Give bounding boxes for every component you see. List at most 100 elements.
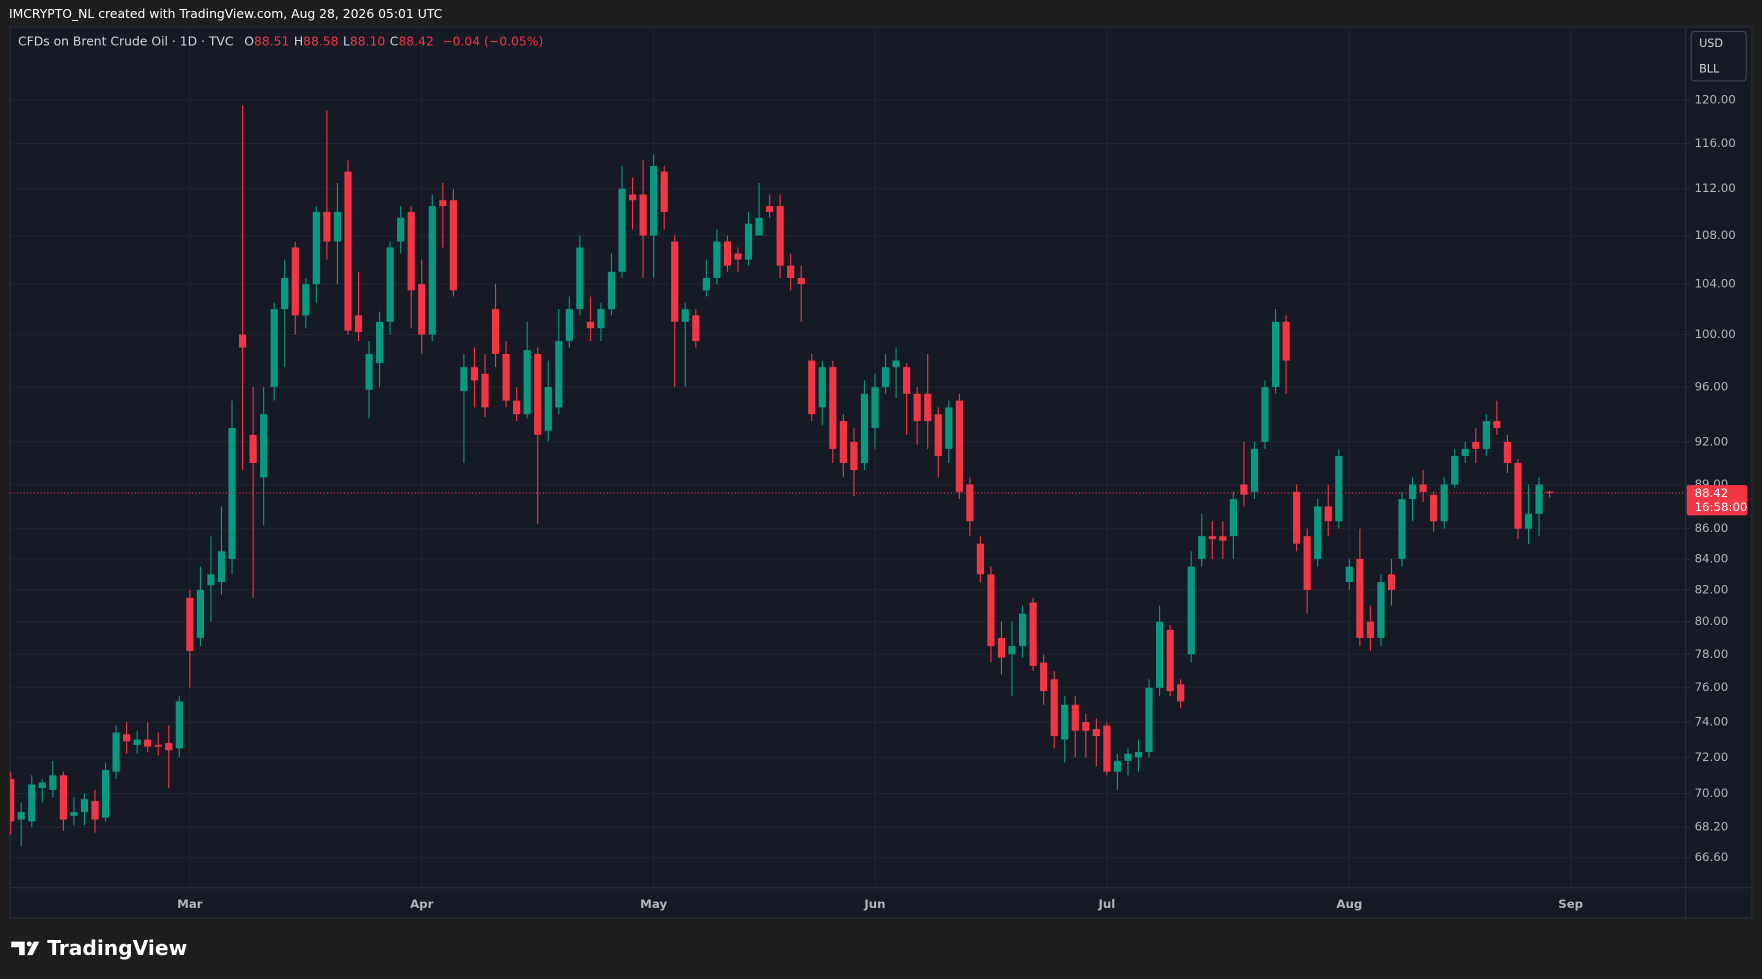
logo-icon (11, 941, 40, 956)
logo-dot (26, 941, 32, 947)
y-tick-label: 68.20 (1695, 820, 1729, 834)
candle-body (997, 637, 1006, 658)
candle-body (470, 367, 479, 381)
candle-body (1503, 441, 1512, 464)
y-tick-label: 74.00 (1695, 715, 1729, 729)
candle-body (1293, 491, 1301, 544)
candle-body (955, 400, 963, 492)
candle-body (101, 769, 110, 818)
candle-body (1356, 558, 1364, 638)
candle-body (397, 217, 405, 242)
candle-body (1082, 722, 1090, 731)
ohlc-value: 88.42 (398, 34, 433, 48)
candle-body (692, 315, 700, 342)
candle-body (28, 784, 36, 822)
candle-body (281, 277, 289, 310)
candle-body (555, 341, 563, 408)
ohlc-value: 88.51 (254, 34, 289, 48)
candle-body (1472, 441, 1480, 449)
candle-body (186, 597, 194, 652)
candle-body (871, 387, 879, 428)
attribution: IMCRYPTO_NL created with TradingView.com… (9, 7, 442, 21)
candle-body (1282, 321, 1290, 361)
candle-body (80, 799, 89, 813)
legend: CFDs on Brent Crude Oil · 1D · TVC O88.5… (18, 34, 543, 48)
candle-body (1271, 321, 1280, 388)
candle-body (1029, 602, 1037, 666)
candle-body (1261, 387, 1269, 442)
candle-body (650, 165, 658, 236)
ohlc-key: O (244, 34, 254, 48)
candle-body (1166, 629, 1174, 692)
candle-body (460, 367, 468, 392)
candle-body (1008, 646, 1016, 655)
candle-body (59, 775, 67, 820)
x-tick-label: May (640, 897, 667, 911)
candle-body (597, 309, 605, 329)
candle-body (713, 241, 721, 278)
y-tick-label: 96.00 (1695, 380, 1729, 394)
x-tick-label: Sep (1558, 897, 1583, 911)
y-tick-label: 70.00 (1695, 786, 1729, 800)
candle-body (607, 271, 616, 310)
candle-body (776, 206, 784, 266)
change: −0.04 (−0.05%) (442, 34, 543, 48)
candle-body (91, 800, 99, 820)
candle-body (133, 739, 141, 745)
candle-body (945, 407, 953, 449)
candle-body (860, 393, 869, 464)
candle-body (534, 354, 542, 435)
y-tick-label: 92.00 (1695, 434, 1729, 448)
candle-body (1303, 536, 1311, 590)
y-tick-label: 108.00 (1695, 228, 1736, 242)
unit[interactable]: BLL (1699, 63, 1720, 76)
candle-body (123, 734, 131, 742)
candle-body (1514, 463, 1522, 529)
ohlc-values: O88.51 H88.58 L88.10 C88.42 (244, 34, 434, 48)
candle-body (386, 247, 394, 322)
candle-body (196, 589, 205, 638)
candle-body (1366, 621, 1375, 638)
currency[interactable]: USD (1699, 37, 1723, 50)
candle-body (660, 171, 668, 212)
candle-body (10, 778, 15, 822)
candle-body (1134, 751, 1143, 758)
candle-body (144, 739, 152, 747)
ohlc-key: L (343, 34, 350, 48)
candle-body (365, 354, 373, 390)
candle-body (1229, 499, 1237, 537)
y-tick-label: 80.00 (1695, 614, 1729, 628)
candle-body (1398, 499, 1406, 559)
candle-body (765, 206, 774, 212)
candle-body (913, 393, 921, 422)
candle-body (829, 367, 837, 449)
candle-body (238, 334, 247, 348)
currency-box[interactable] (1690, 30, 1747, 82)
candle-body (671, 241, 679, 322)
candle-body (70, 812, 78, 816)
watermark: TradingView (47, 936, 187, 960)
y-tick-label: 120.00 (1695, 92, 1736, 106)
candle-body (1187, 566, 1195, 655)
candle-body (1071, 704, 1079, 731)
candle-body (1335, 455, 1343, 522)
candle-body (881, 367, 890, 388)
candle-body (165, 743, 173, 751)
candle-body (818, 367, 826, 408)
candle-body (38, 782, 46, 789)
candle-body (1345, 566, 1353, 583)
candle-body (1103, 725, 1111, 772)
candle-body (966, 484, 974, 522)
candle-body (1219, 536, 1227, 541)
plot-area (10, 105, 1686, 847)
candle-body (439, 200, 447, 207)
candle-body (228, 427, 236, 559)
candle-body (291, 247, 299, 316)
candle-body (154, 744, 162, 747)
candle-body (576, 247, 584, 310)
y-tick-label: 86.00 (1695, 521, 1729, 535)
axes: 120.00 116.00 112.00 108.00 104.00 100.00 96.0… (177, 92, 1747, 911)
last-price-label: 88.42 (1695, 486, 1729, 500)
candle-body (449, 200, 457, 291)
